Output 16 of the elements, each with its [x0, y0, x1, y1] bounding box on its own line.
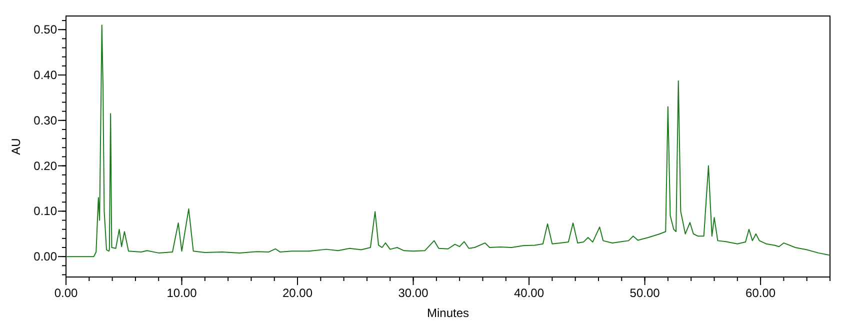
y-tick-label: 0.50	[34, 22, 58, 37]
y-tick-label: 0.10	[34, 204, 58, 218]
x-tick-label: 0.00	[54, 286, 78, 300]
y-tick-label: 0.30	[34, 113, 58, 128]
x-tick-label: 50.00	[630, 286, 660, 300]
x-tick-label: 20.00	[282, 286, 313, 300]
x-axis-title: Minutes	[426, 306, 470, 320]
line-series	[66, 24, 830, 258]
x-tick-label: 40.00	[514, 286, 544, 300]
y-axis-title: AU	[9, 138, 23, 155]
y-tick-label: 0.20	[34, 158, 58, 173]
y-tick-label: 0.40	[34, 68, 58, 82]
x-tick-label: 60.00	[746, 286, 776, 300]
x-tick-label: 30.00	[398, 286, 429, 300]
y-tick-label: 0.00	[34, 250, 58, 264]
x-tick-label: 10.00	[166, 286, 198, 300]
